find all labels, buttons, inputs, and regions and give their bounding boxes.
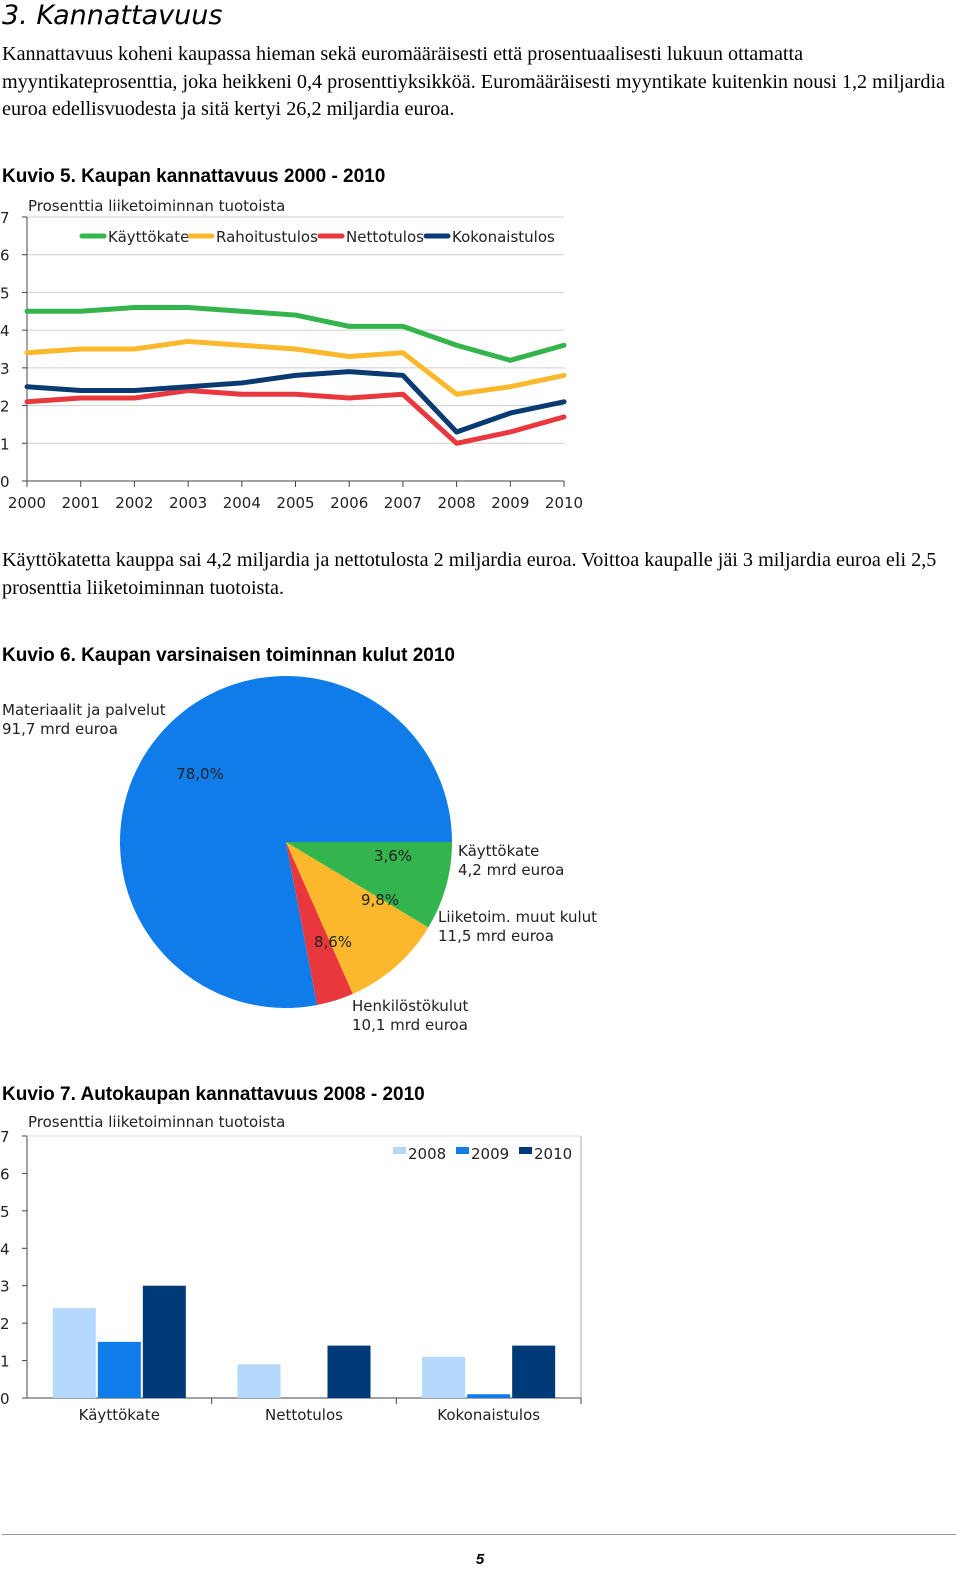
- y-tick-label: 0: [0, 473, 10, 491]
- bar: [422, 1356, 466, 1398]
- slice-name-label: Materiaalit ja palvelut: [2, 701, 166, 719]
- x-tick-label: 2001: [62, 494, 100, 512]
- slice-percent-label: 8,6%: [314, 933, 352, 951]
- y-axis-label: Prosenttia liiketoiminnan tuotoista: [28, 197, 285, 215]
- slice-name-label: Henkilöstökulut: [352, 997, 468, 1015]
- bar: [467, 1394, 511, 1398]
- legend-label: 2010: [534, 1145, 572, 1163]
- slice-amount-label: 11,5 mrd euroa: [438, 927, 554, 945]
- y-tick-label: 4: [0, 1240, 10, 1258]
- x-tick-label: 2002: [115, 494, 153, 512]
- bar: [97, 1341, 141, 1398]
- legend-swatch: [393, 1147, 406, 1154]
- slice-percent-label: 9,8%: [361, 891, 399, 909]
- bar: [237, 1364, 281, 1398]
- legend-label: 2008: [408, 1145, 446, 1163]
- section-title: 3. Kannattavuus: [2, 0, 223, 31]
- page-number: 5: [475, 1551, 485, 1568]
- x-tick-label: Nettotulos: [265, 1406, 343, 1424]
- legend-label: 2009: [471, 1145, 509, 1163]
- legend-label: Kokonaistulos: [452, 228, 555, 246]
- y-tick-label: 7: [0, 1128, 10, 1146]
- slice-amount-label: 10,1 mrd euroa: [352, 1016, 468, 1034]
- x-tick-label: 2010: [545, 494, 583, 512]
- y-tick-label: 4: [0, 322, 10, 340]
- x-tick-label: 2009: [491, 494, 529, 512]
- slice-name-label: Käyttökate: [458, 842, 539, 860]
- pie-slice: [286, 842, 353, 1006]
- y-tick-label: 1: [0, 435, 10, 453]
- x-tick-label: 2006: [330, 494, 368, 512]
- bar: [512, 1345, 556, 1398]
- y-tick-label: 1: [0, 1353, 10, 1371]
- series-line: [24, 369, 567, 435]
- x-tick-label: 2003: [169, 494, 207, 512]
- figure-6-caption: Kuvio 6. Kaupan varsinaisen toiminnan ku…: [2, 645, 455, 666]
- y-tick-label: 0: [0, 1390, 10, 1408]
- y-tick-label: 6: [0, 1165, 10, 1183]
- y-tick-label: 3: [0, 360, 10, 378]
- y-axis-label: Prosenttia liiketoiminnan tuotoista: [28, 1113, 285, 1131]
- y-tick-label: 7: [0, 209, 10, 227]
- series-line: [24, 338, 567, 397]
- slice-name-label: Liiketoim. muut kulut: [438, 908, 597, 926]
- figure-5-caption: Kuvio 5. Kaupan kannattavuus 2000 - 2010: [2, 166, 386, 187]
- slice-percent-label: 78,0%: [176, 765, 224, 783]
- legend-label: Nettotulos: [346, 228, 424, 246]
- figure-7-caption: Kuvio 7. Autokaupan kannattavuus 2008 - …: [2, 1084, 425, 1105]
- y-tick-label: 2: [0, 398, 10, 416]
- slice-amount-label: 91,7 mrd euroa: [2, 720, 118, 738]
- legend-swatch: [519, 1147, 532, 1154]
- y-tick-label: 5: [0, 284, 10, 302]
- footer-divider: [2, 1534, 956, 1535]
- series-line: [24, 387, 567, 446]
- x-tick-label: 2004: [223, 494, 261, 512]
- x-tick-label: Käyttökate: [79, 1406, 160, 1424]
- y-tick-label: 6: [0, 247, 10, 265]
- slice-amount-label: 4,2 mrd euroa: [458, 861, 564, 879]
- bar: [142, 1285, 186, 1398]
- bar: [327, 1345, 371, 1398]
- y-tick-label: 2: [0, 1315, 10, 1333]
- paragraph-1: Kannattavuus koheni kaupassa hieman sekä…: [2, 43, 946, 120]
- series-line: [24, 305, 567, 363]
- x-tick-label: 2008: [438, 494, 476, 512]
- legend-swatch: [456, 1147, 469, 1154]
- bar: [52, 1308, 96, 1398]
- y-tick-label: 3: [0, 1278, 10, 1296]
- x-tick-label: 2000: [8, 494, 46, 512]
- y-tick-label: 5: [0, 1203, 10, 1221]
- bar-chart: Prosenttia liiketoiminnan tuotoista 0 1 2 3 4…: [0, 1113, 582, 1424]
- legend-label: Rahoitustulos: [216, 228, 318, 246]
- slice-percent-label: 3,6%: [374, 847, 412, 865]
- legend-label: Käyttökate: [108, 228, 189, 246]
- x-tick-label: 2007: [384, 494, 422, 512]
- pie-slice: [286, 842, 452, 928]
- x-tick-label: 2005: [276, 494, 314, 512]
- x-tick-label: Kokonaistulos: [437, 1406, 540, 1424]
- paragraph-2: Käyttökatetta kauppa sai 4,2 miljardia j…: [2, 549, 937, 599]
- pie-slice: [119, 675, 452, 1008]
- pie-slice: [286, 842, 429, 994]
- line-chart: Prosenttia liiketoiminnan tuotoista 0 1 2 3 4…: [0, 197, 583, 512]
